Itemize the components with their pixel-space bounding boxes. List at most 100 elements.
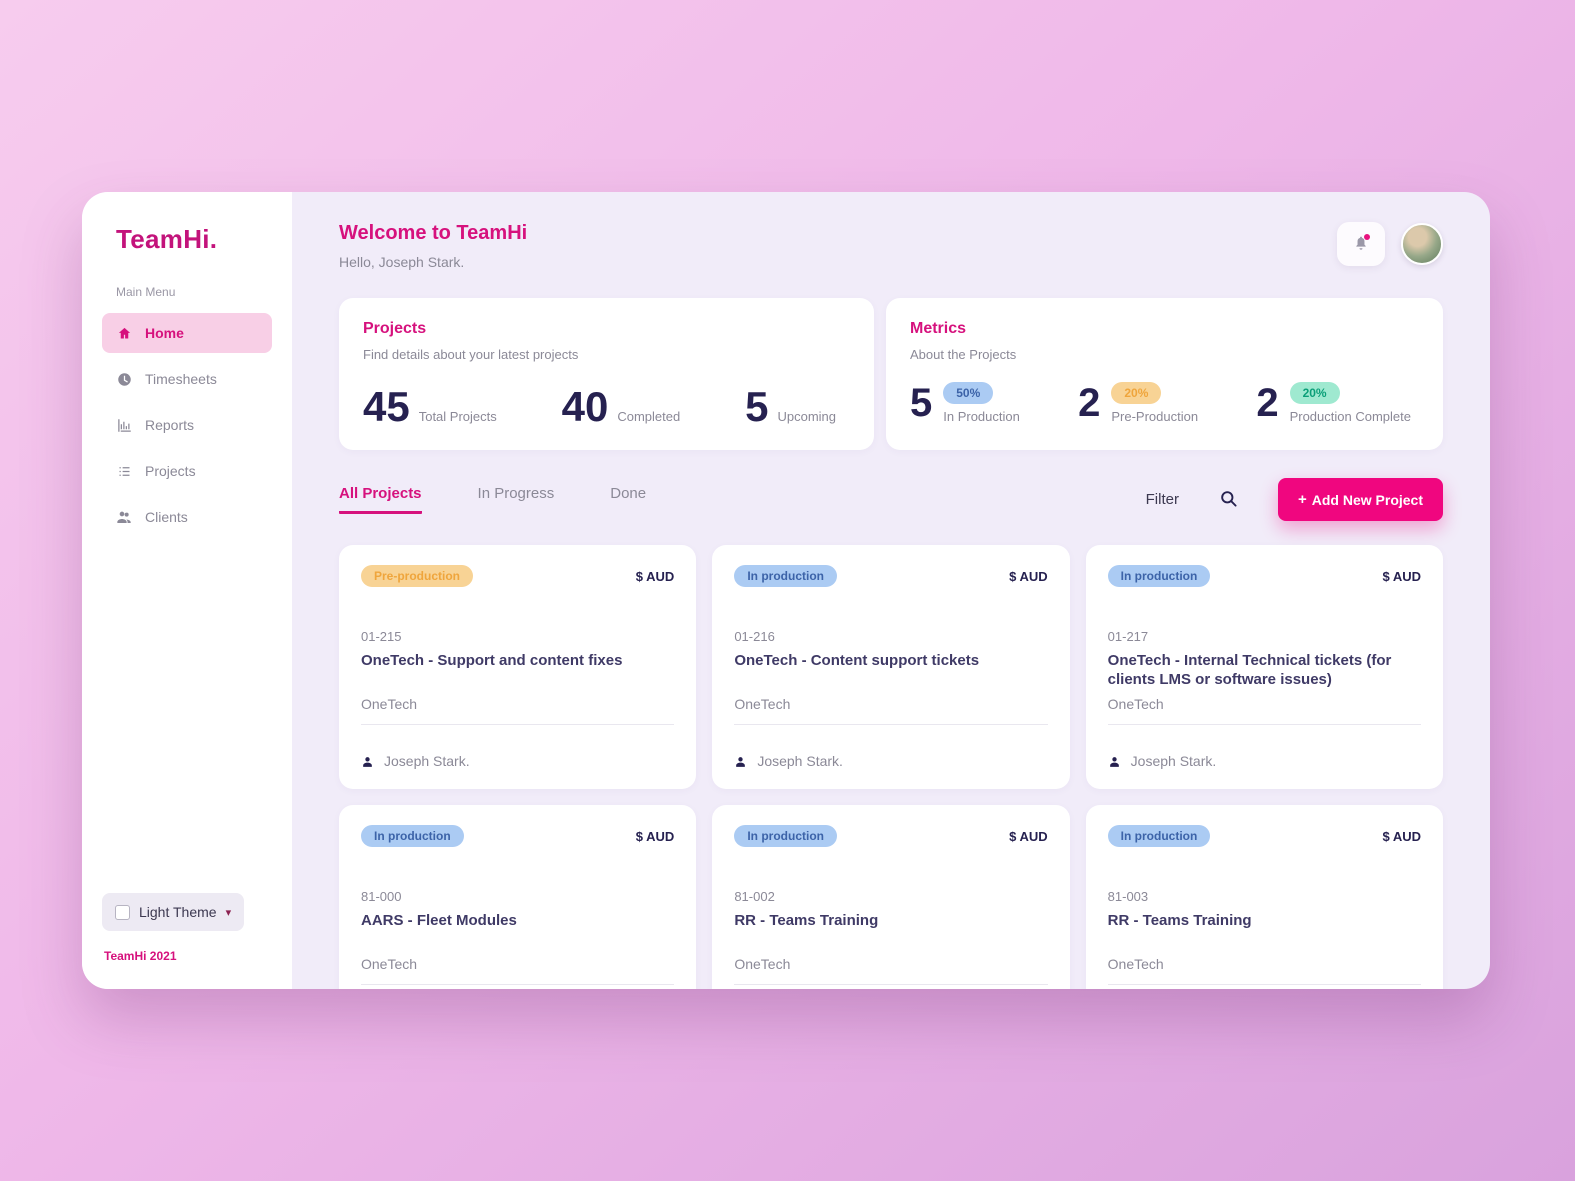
sidebar-item-label: Timesheets [145,371,217,387]
project-title: OneTech - Internal Technical tickets (fo… [1107,652,1392,688]
status-badge: In production [1107,565,1211,587]
project-client: OneTech [361,696,675,725]
toolbar-right: Filter + Add New Project [1146,478,1443,521]
stat-value: 40 [561,383,609,430]
sidebar: TeamHi. Main Menu Home Timesheets Report… [82,192,292,989]
sidebar-section-label: Main Menu [116,285,176,299]
projects-grid: Pre-production $ AUD 01-215 OneTech - Su… [339,545,1443,989]
main-content: Welcome to TeamHi Hello, Joseph Stark. P… [292,192,1490,989]
project-code: 01-216 [734,629,775,644]
header-actions [1337,222,1443,266]
metric-value: 5 [910,381,933,425]
currency-label: $ AUD [635,568,675,584]
project-card[interactable]: Pre-production $ AUD 01-215 OneTech - Su… [339,545,697,789]
project-tabs: All Projects In Progress Done [339,485,646,514]
metric-value: 2 [1078,381,1101,425]
project-client: OneTech [734,696,1048,725]
footer-copyright: TeamHi 2021 [104,949,177,963]
stat-upcoming: 5 Upcoming [745,386,836,428]
project-owner: Joseph Stark. [734,753,1047,769]
theme-label: Light Theme [139,904,217,920]
metric-pre-production: 2 20% Pre-Production [1078,382,1198,424]
filter-button[interactable]: Filter [1145,491,1179,508]
metrics-summary-stats: 5 50% In Production 2 20% Pre-Production [910,382,1419,424]
app-logo: TeamHi. [116,224,218,254]
sidebar-item-label: Projects [145,463,196,479]
metric-percent-badge: 20% [1111,382,1162,404]
metric-percent-badge: 20% [1289,382,1340,404]
project-code: 81-002 [734,889,775,904]
task-list-icon [116,464,132,479]
status-badge: In production [734,565,837,587]
project-title: RR - Teams Training [734,912,879,929]
page-title: Welcome to TeamHi [339,222,528,244]
project-client: OneTech [734,956,1048,985]
project-code: 01-217 [1107,629,1149,644]
user-avatar[interactable] [1401,223,1443,265]
add-new-project-label: Add New Project [1311,491,1423,508]
person-icon [361,755,374,768]
app-window: TeamHi. Main Menu Home Timesheets Report… [82,192,1490,989]
stat-value: 5 [745,383,769,430]
sidebar-item-timesheets[interactable]: Timesheets [102,359,272,399]
projects-summary-title: Projects [363,320,427,337]
person-icon [1108,755,1121,768]
currency-label: $ AUD [1382,568,1421,584]
project-title: RR - Teams Training [1107,912,1252,929]
sidebar-item-projects[interactable]: Projects [102,451,272,491]
sidebar-menu: Home Timesheets Reports Projects [102,313,272,537]
stat-label: Completed [617,409,681,424]
tab-done[interactable]: Done [610,485,646,514]
project-title: OneTech - Content support tickets [734,652,980,669]
search-button[interactable] [1219,489,1238,511]
project-code: 81-003 [1107,889,1149,904]
status-badge: In production [361,825,464,847]
clock-icon [116,372,132,387]
currency-label: $ AUD [1009,568,1048,584]
project-card[interactable]: In production $ AUD 01-217 OneTech - Int… [1085,545,1443,789]
tab-in-progress[interactable]: In Progress [478,485,555,514]
status-badge: Pre-production [361,565,473,587]
notification-dot [1364,234,1370,240]
plus-icon: + [1297,491,1307,508]
stat-completed: 40 Completed [562,386,681,428]
sidebar-item-reports[interactable]: Reports [102,405,272,445]
owner-name: Joseph Stark. [1130,753,1217,769]
sidebar-item-home[interactable]: Home [102,313,272,353]
project-card[interactable]: In production $ AUD 81-002 RR - Teams Tr… [712,805,1070,989]
bar-chart-icon [116,418,132,433]
project-card[interactable]: In production $ AUD 81-000 AARS - Fleet … [339,805,697,989]
metric-label: In Production [943,409,1020,424]
project-card[interactable]: In production $ AUD 01-216 OneTech - Con… [712,545,1070,789]
project-owner: Joseph Stark. [361,753,674,769]
stat-label: Upcoming [777,409,836,424]
search-icon [1219,489,1238,511]
project-card[interactable]: In production $ AUD 81-003 RR - Teams Tr… [1085,805,1443,989]
metric-percopen-badge: 50% [943,382,994,404]
theme-checkbox-icon [115,904,130,920]
currency-label: $ AUD [1382,828,1421,844]
notification-button[interactable] [1337,222,1385,266]
projects-summary-card: Projects Find details about your latest … [339,298,874,450]
person-icon [734,755,747,768]
page-header: Welcome to TeamHi Hello, Joseph Stark. [339,222,1443,270]
metric-value: 2 [1256,381,1279,425]
chevron-down-icon: ▾ [225,906,232,919]
sidebar-item-clients[interactable]: Clients [102,497,272,537]
currency-label: $ AUD [635,828,675,844]
project-code: 81-000 [361,889,402,904]
sidebar-item-label: Clients [145,509,188,525]
theme-selector[interactable]: Light Theme ▾ [102,893,245,931]
users-icon [116,509,132,525]
tabs-toolbar-row: All Projects In Progress Done Filter + A… [339,478,1443,521]
add-new-project-button[interactable]: + Add New Project [1277,478,1443,521]
project-client: OneTech [1107,956,1421,985]
project-title: OneTech - Support and content fixes [361,652,623,669]
stat-value: 45 [363,383,410,430]
tab-all-projects[interactable]: All Projects [339,485,422,514]
metric-label: Pre-Production [1111,409,1199,424]
project-client: OneTech [361,956,675,985]
sidebar-bottom: Light Theme ▾ TeamHi 2021 [102,893,272,963]
projects-summary-stats: 45 Total Projects 40 Completed 5 Upcomin… [363,386,850,428]
project-title: AARS - Fleet Modules [361,912,517,929]
